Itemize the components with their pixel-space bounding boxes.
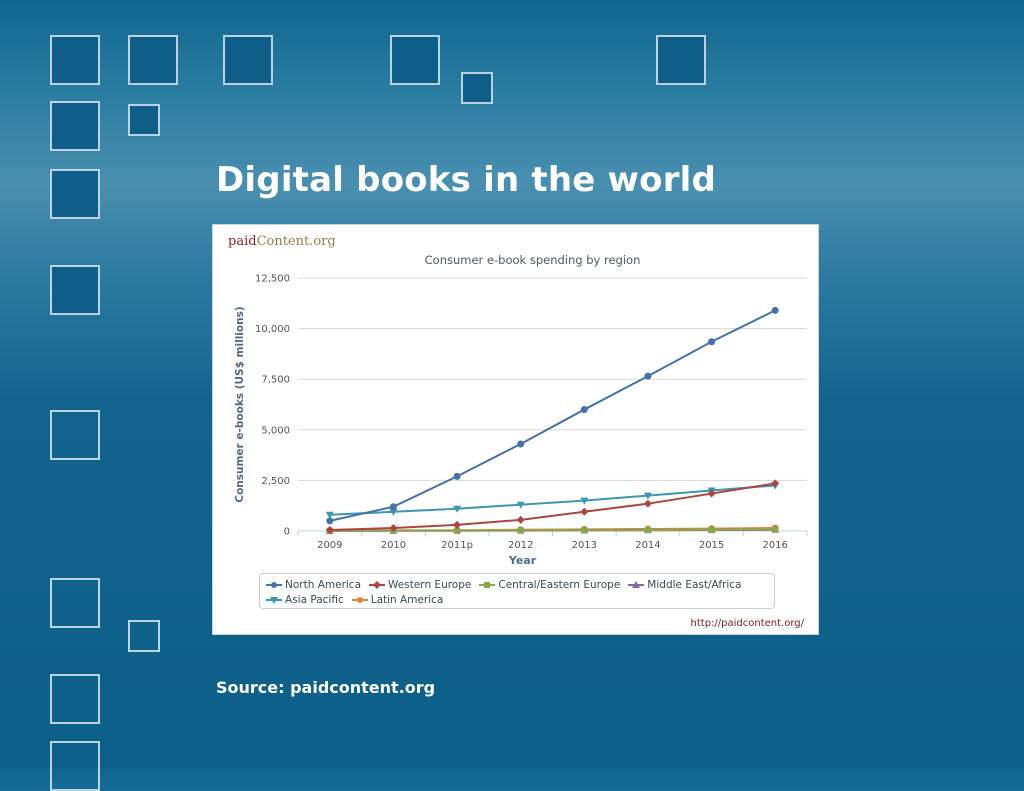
x-tick-label: 2012 [508, 540, 533, 551]
y-tick-label: 5,000 [261, 425, 290, 436]
series-line-central-eastern-europe [329, 528, 776, 532]
slide-title: Digital books in the world [216, 160, 717, 200]
legend-item[interactable]: Asia Pacific [266, 594, 344, 606]
data-point-western-europe [389, 523, 398, 532]
legend-label: North America [285, 578, 362, 591]
data-point-asia-pacific [643, 492, 652, 500]
logo-part-content: Content.org [256, 234, 336, 249]
legend-label: Asia Pacific [285, 593, 344, 606]
data-point-central-eastern-europe [772, 526, 779, 533]
y-tick-label: 2,500 [261, 476, 290, 487]
legend-label: Middle East/Africa [647, 578, 742, 591]
x-axis-label: Year [508, 554, 537, 567]
y-tick-label: 12,500 [255, 274, 290, 285]
data-point-western-europe [643, 499, 652, 508]
data-point-north-america [453, 472, 461, 480]
series-line-western-europe [329, 482, 776, 531]
legend-row: North America Western Europe Central/Easte… [266, 577, 768, 592]
series-line-north-america [329, 309, 776, 522]
decorative-square [50, 578, 100, 628]
series-line-asia-pacific [329, 484, 776, 516]
legend-row: Asia Pacific Latin America [266, 592, 768, 607]
chart-legend: North America Western Europe Central/Easte… [259, 573, 775, 609]
decorative-square [128, 104, 160, 136]
decorative-square [390, 35, 440, 85]
legend-marker [266, 581, 282, 588]
x-tick-label: 2010 [381, 540, 406, 551]
data-point-western-europe [707, 489, 716, 498]
data-point-north-america [580, 406, 588, 414]
source-url-link[interactable]: http://paidcontent.org/ [690, 618, 804, 629]
decorative-square [50, 101, 100, 151]
data-point-western-europe [453, 520, 462, 529]
decorative-square [128, 620, 160, 652]
x-tick-label: 2015 [699, 540, 724, 551]
legend-marker [266, 596, 282, 604]
legend-item[interactable]: Latin America [351, 593, 444, 606]
x-tick-label: 2014 [635, 540, 660, 551]
data-point-asia-pacific [453, 505, 462, 513]
legend-marker [369, 580, 386, 589]
x-tick-label: 2016 [762, 540, 787, 551]
legend-item[interactable]: Western Europe [369, 579, 471, 591]
decorative-square [656, 35, 706, 85]
y-tick-label: 7,500 [261, 375, 290, 386]
data-point-western-europe [771, 479, 780, 488]
data-point-central-eastern-europe [517, 527, 524, 534]
data-point-north-america [771, 306, 779, 314]
legend-label: Central/Eastern Europe [498, 578, 621, 591]
data-point-western-europe [516, 515, 525, 524]
data-point-asia-pacific [580, 497, 589, 505]
decorative-square [128, 35, 178, 85]
x-tick-label: 2011p [441, 540, 473, 551]
decorative-square [50, 35, 100, 85]
legend-label: Western Europe [388, 578, 472, 591]
decorative-square [50, 741, 100, 791]
legend-item[interactable]: Central/Eastern Europe [479, 579, 620, 591]
data-point-asia-pacific [516, 501, 525, 509]
decorative-square [50, 169, 100, 219]
data-point-central-eastern-europe [454, 527, 461, 534]
decorative-square [50, 410, 100, 460]
legend-marker [628, 580, 645, 588]
data-point-western-europe [580, 507, 589, 516]
legend-item[interactable]: Middle East/Africa [628, 579, 741, 591]
data-point-central-eastern-europe [644, 526, 651, 533]
data-point-western-europe [325, 525, 334, 534]
y-tick-label: 10,000 [255, 324, 290, 335]
data-point-central-eastern-europe [581, 527, 588, 534]
data-point-north-america [517, 440, 525, 448]
data-point-north-america [644, 372, 652, 380]
data-point-north-america [708, 338, 716, 346]
decorative-square [50, 674, 100, 724]
legend-marker [479, 581, 496, 588]
chart-title: Consumer e-book spending by region [425, 253, 641, 267]
y-axis-label: Consumer e-books (US$ millions) [234, 306, 246, 502]
decorative-square [50, 265, 100, 315]
legend-item[interactable]: North America [266, 579, 361, 591]
data-point-asia-pacific [325, 511, 334, 519]
line-chart: Consumer e-book spending by region 0 2,500… [234, 253, 808, 567]
legend-marker [351, 596, 368, 603]
paidcontent-logo: paidContent.org [228, 234, 336, 249]
legend-label: Latin America [370, 593, 444, 606]
data-point-central-eastern-europe [708, 526, 715, 533]
source-caption: Source: paidcontent.org [216, 678, 436, 697]
x-tick-label: 2013 [572, 540, 597, 551]
x-tick-label: 2009 [317, 540, 342, 551]
decorative-square [223, 35, 273, 85]
data-point-north-america [326, 517, 334, 525]
data-point-north-america [389, 503, 397, 511]
data-point-asia-pacific [389, 508, 398, 516]
chart-frame: paidContent.org Consumer e-book spending… [212, 224, 819, 635]
logo-part-paid: paid [228, 234, 257, 249]
y-tick-label: 0 [284, 527, 290, 538]
decorative-square [461, 72, 493, 104]
